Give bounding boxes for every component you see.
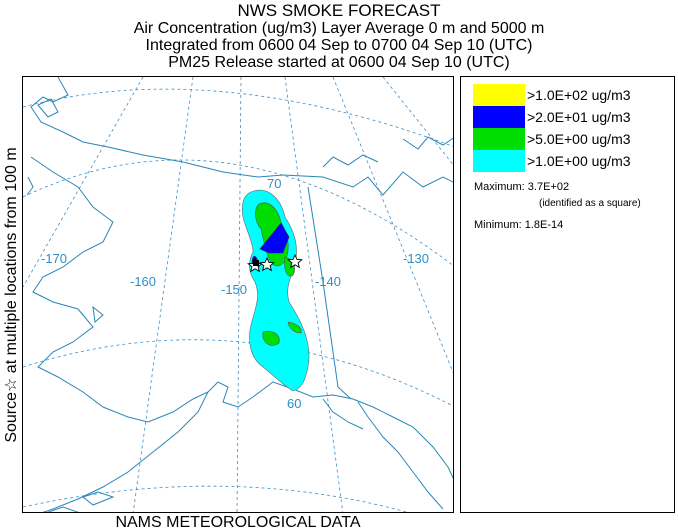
parallel-60: [23, 339, 453, 407]
lon-label-150: -150: [221, 282, 247, 297]
map-panel[interactable]: -170 -160 -150 -140 -130 70 60: [22, 76, 454, 513]
meridian-140: [284, 77, 344, 512]
legend-swatch-cyan: [473, 150, 525, 172]
lon-label-170: -170: [41, 251, 67, 266]
alaska-map: -170 -160 -150 -140 -130 70 60: [23, 77, 453, 512]
lat-label-60: 60: [287, 396, 301, 411]
legend-swatch-green: [473, 128, 525, 150]
maximum-row: Maximum: 3.7E+02: [474, 181, 569, 193]
legend-label: >1.0E+00 ug/m3: [527, 153, 631, 169]
source-side-label: Source☆ at multiple locations from 100 m: [3, 147, 20, 443]
legend-label: >5.0E+00 ug/m3: [527, 131, 631, 147]
legend-item: >5.0E+00 ug/m3: [473, 128, 631, 150]
footer-data-source: NAMS METEOROLOGICAL DATA: [115, 514, 361, 531]
meridian-160: [132, 77, 194, 512]
meridian-170: [23, 77, 144, 288]
maximum-square-icon: [253, 260, 259, 266]
minimum-row: Minimum: 1.8E-14: [474, 219, 563, 231]
graticule-labels: -170 -160 -150 -140 -130 70 60: [41, 176, 429, 411]
meridian-120: [382, 77, 453, 166]
source-star-icon: [259, 256, 275, 272]
maximum-note: (identified as a square): [539, 198, 641, 209]
plume-level-3: [259, 222, 290, 254]
maximum-value: 3.7E+02: [527, 181, 570, 193]
smoke-plume: [241, 190, 310, 392]
subtitle-release: PM25 Release started at 0600 04 Sep 10 (…: [168, 54, 510, 71]
legend-label: >2.0E+01 ug/m3: [527, 109, 631, 125]
minimum-value: 1.8E-14: [524, 219, 564, 231]
maximum-label: Maximum:: [474, 181, 525, 193]
page-title: NWS SMOKE FORECAST: [237, 1, 441, 20]
coastline: [26, 77, 453, 512]
legend-item: >1.0E+02 ug/m3: [473, 84, 631, 106]
subtitle-concentration: Air Concentration (ug/m3) Layer Average …: [133, 20, 545, 37]
minimum-label: Minimum:: [474, 219, 522, 231]
legend-item: >2.0E+01 ug/m3: [473, 106, 631, 128]
source-star-icon: [287, 253, 303, 269]
meridian-150: [236, 77, 242, 512]
legend-swatch-blue: [473, 106, 525, 128]
lon-label-130: -130: [403, 251, 429, 266]
parallel-70: [23, 159, 453, 267]
meridian-130: [332, 77, 453, 374]
parallel-80: [23, 88, 453, 147]
lon-label-160: -160: [130, 274, 156, 289]
graticule: [23, 77, 453, 512]
legend-label: >1.0E+02 ug/m3: [527, 87, 631, 103]
plume-level-2-patch: [287, 321, 302, 334]
subtitle-integration: Integrated from 0600 04 Sep to 0700 04 S…: [145, 37, 533, 54]
lon-label-140: -140: [315, 274, 341, 289]
alaska-canada-border: [307, 186, 352, 400]
parallel-50: [23, 485, 408, 512]
legend-panel: >1.0E+02 ug/m3 >2.0E+01 ug/m3 >5.0E+00 u…: [460, 76, 675, 513]
plume-level-2-south: [262, 330, 280, 346]
legend-item: >1.0E+00 ug/m3: [473, 150, 631, 172]
legend-swatch-yellow: [473, 84, 525, 106]
lat-label-70: 70: [267, 176, 281, 191]
